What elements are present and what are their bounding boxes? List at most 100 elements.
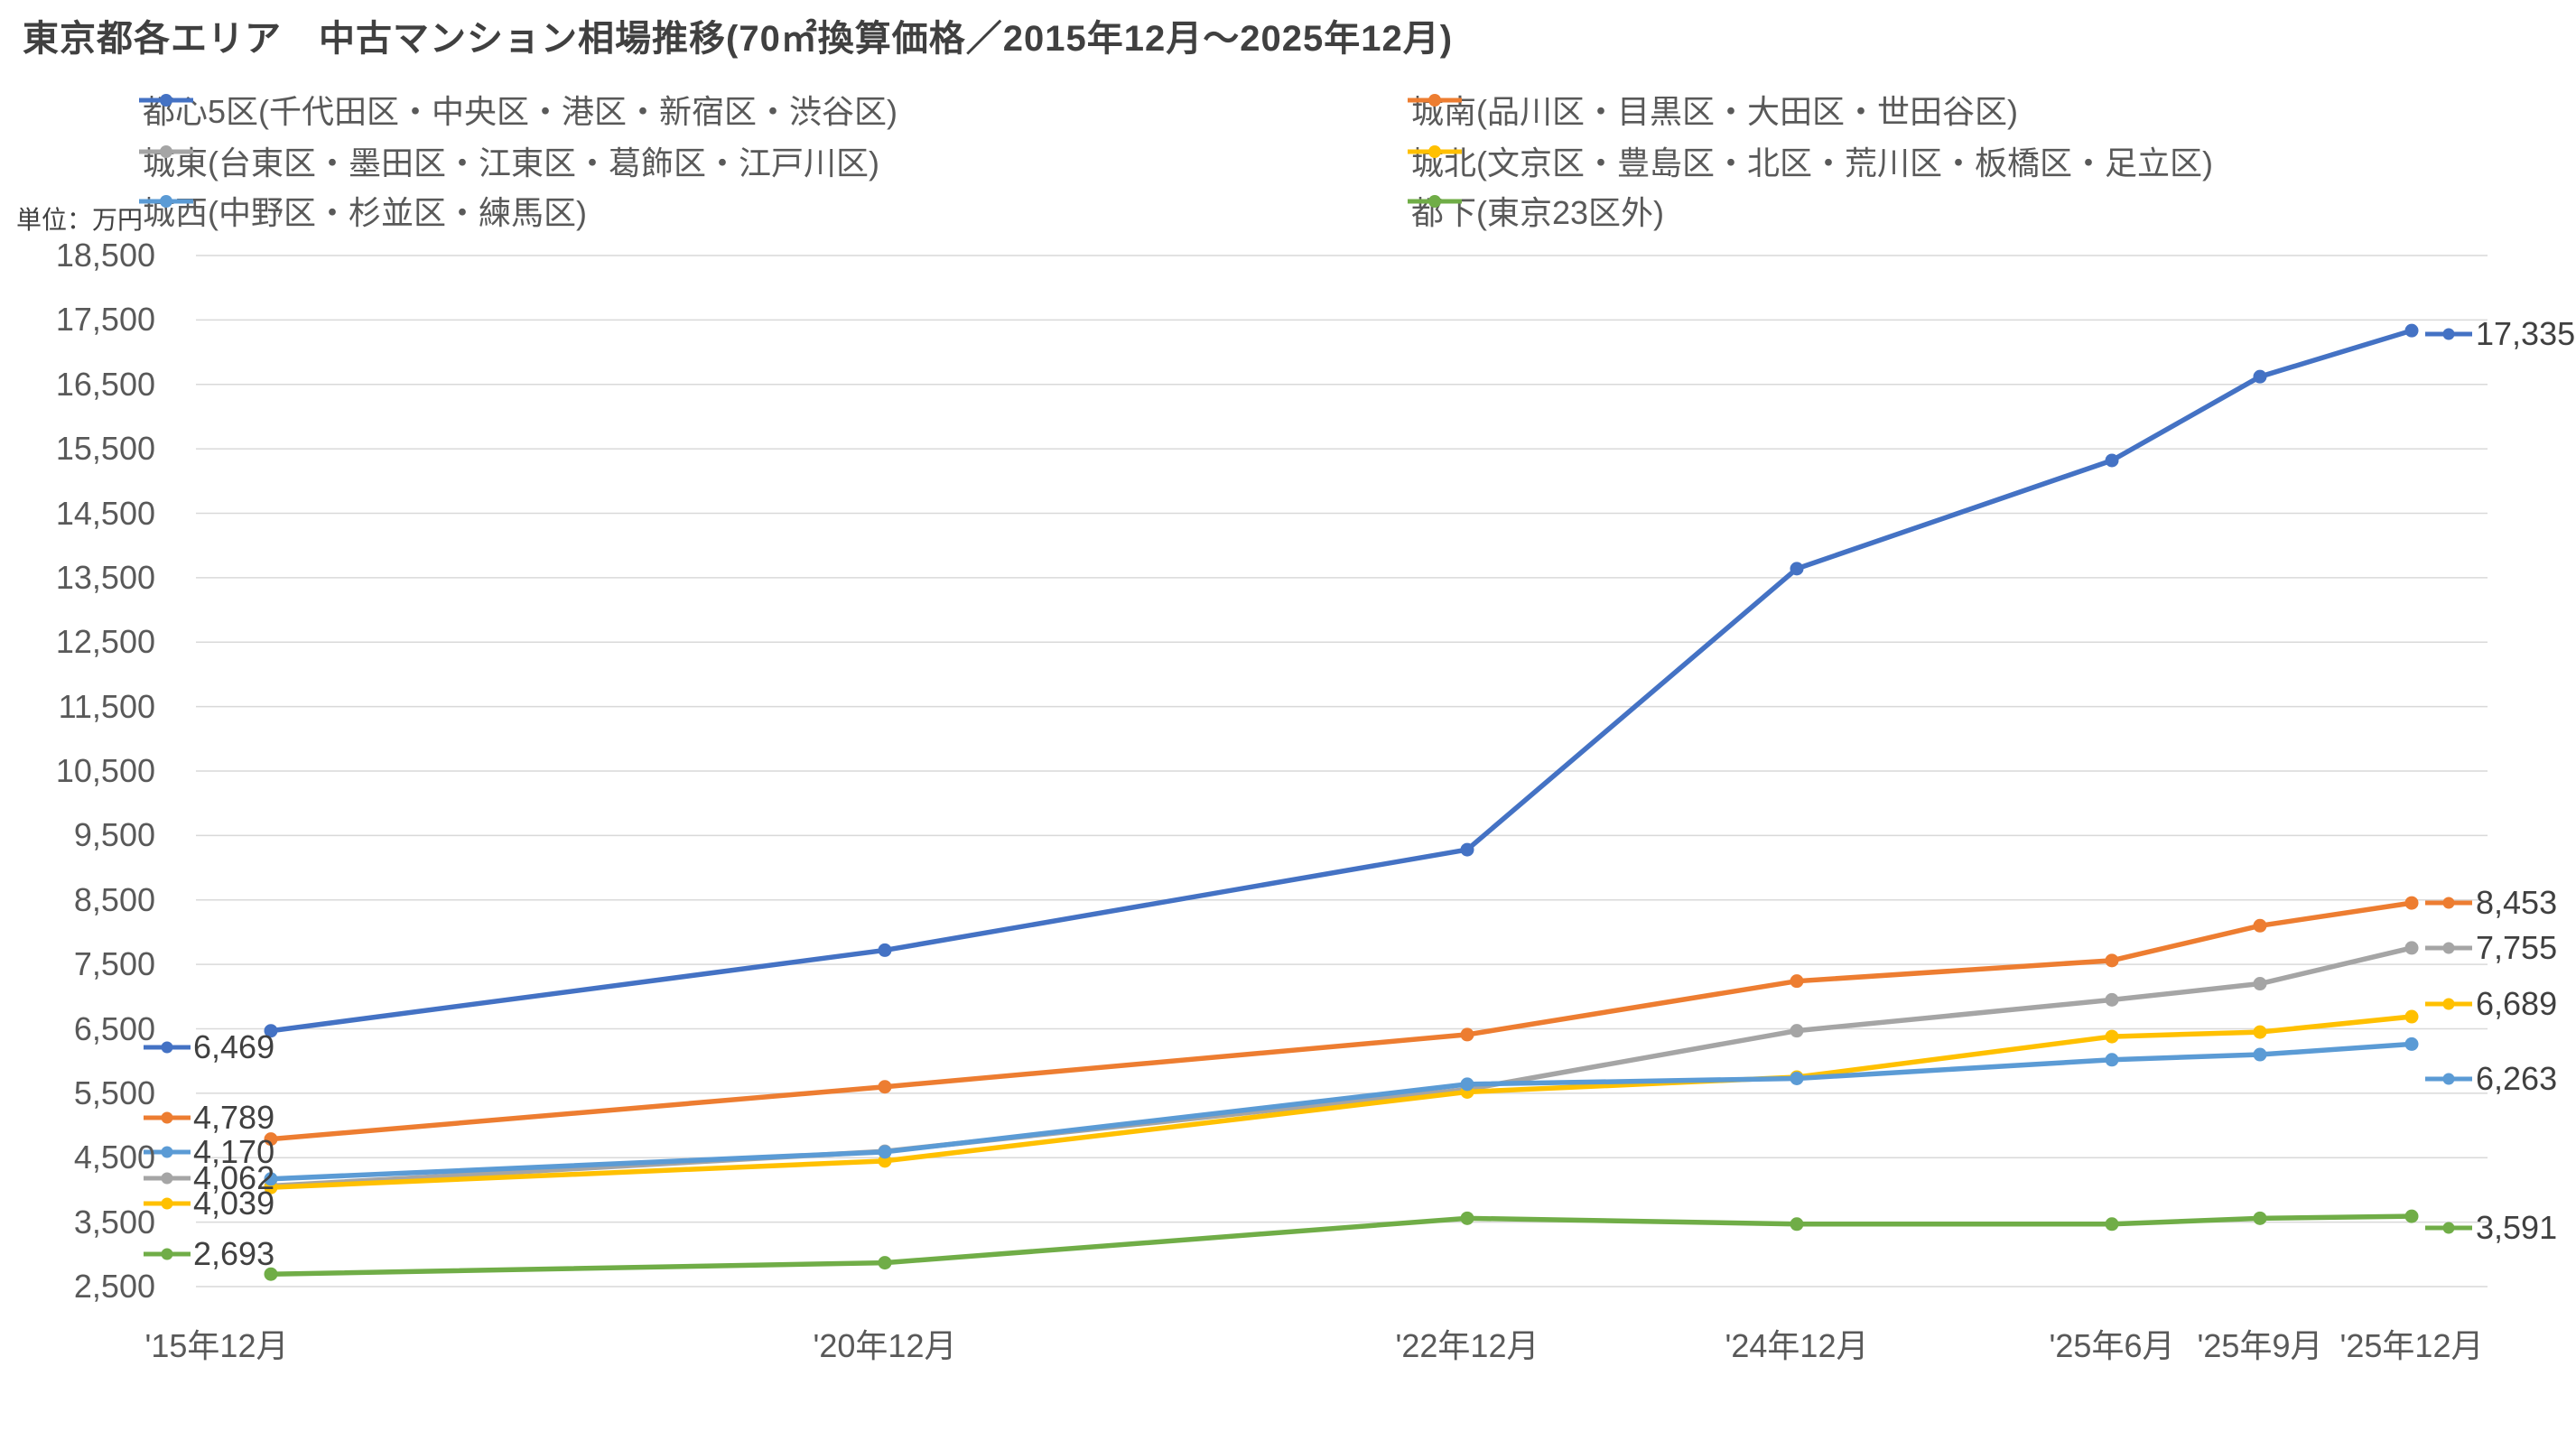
series-marker (2253, 1211, 2267, 1225)
legend-key-icon (139, 145, 193, 158)
x-axis-tick: '22年12月 (1395, 1327, 1539, 1364)
legend-label: 城南(品川区・目黒区・大田区・世田谷区) (1411, 93, 2018, 130)
data-label-key-marker (161, 1111, 173, 1124)
data-label-key-marker (2442, 998, 2455, 1010)
data-label-key-marker (161, 1146, 173, 1158)
x-axis-tick: '24年12月 (1725, 1327, 1869, 1364)
series-marker (2105, 1217, 2119, 1232)
data-label-key-marker (161, 1172, 173, 1185)
series-marker (2105, 992, 2119, 1007)
series-marker (2105, 953, 2119, 968)
legend-label: 城東(台東区・墨田区・江東区・葛飾区・江戸川区) (143, 144, 879, 181)
series-marker (2404, 941, 2419, 955)
y-axis-tick: 3,500 (73, 1203, 155, 1241)
legend-item: 都心5区(千代田区・中央区・港区・新宿区・渋谷区) (137, 89, 897, 130)
series-marker (264, 1132, 278, 1147)
series-marker (2404, 323, 2419, 338)
legend-label: 城西(中野区・杉並区・練馬区) (143, 194, 587, 231)
series-marker (2253, 1025, 2267, 1039)
legend-item: 城東(台東区・墨田区・江東区・葛飾区・江戸川区) (137, 141, 879, 181)
legend-label: 城北(文京区・豊島区・北区・荒川区・板橋区・足立区) (1411, 144, 2213, 181)
series-marker (1790, 974, 1804, 989)
y-axis-tick: 11,500 (58, 687, 155, 725)
series-line-3 (270, 945, 2413, 1189)
y-axis-tick: 15,500 (55, 430, 155, 468)
series-end-value-label: 6,689 (2476, 985, 2558, 1022)
series-marker (878, 943, 892, 957)
series-end-value-label: 8,453 (2476, 884, 2558, 921)
series-marker (264, 1267, 278, 1281)
series-start-value-label: 4,789 (193, 1099, 275, 1136)
series-end-value-label: 17,335 (2476, 315, 2576, 352)
series-marker (2253, 369, 2267, 384)
series-marker (878, 1080, 892, 1094)
legend-item: 都下(東京23区外) (1406, 191, 1664, 231)
data-label-key-marker (2442, 328, 2455, 340)
data-label-key-marker (161, 1197, 173, 1210)
legend-key-icon (139, 195, 193, 208)
legend-key-icon (1408, 145, 1462, 158)
series-marker (264, 1024, 278, 1038)
chart-title: 東京都各エリア 中古マンション相場推移(70㎡換算価格／2015年12月～202… (23, 19, 1454, 59)
series-start-value-label: 6,469 (193, 1028, 275, 1065)
y-axis-tick: 8,500 (73, 880, 155, 918)
series-marker (1790, 562, 1804, 576)
series-marker (878, 1256, 892, 1270)
series-marker (2253, 918, 2267, 933)
legend-item: 城南(品川区・目黒区・大田区・世田谷区) (1406, 89, 2018, 130)
data-label-key-marker (161, 1041, 173, 1054)
y-axis-tick: 10,500 (55, 752, 155, 789)
data-label-key-marker (2442, 1073, 2455, 1085)
legend-label: 都心5区(千代田区・中央区・港区・新宿区・渋谷区) (143, 93, 897, 130)
series-line-6 (270, 1213, 2413, 1277)
y-axis-tick: 16,500 (55, 365, 155, 403)
series-start-value-label: 2,693 (193, 1235, 275, 1272)
y-axis-tick: 17,500 (55, 301, 155, 339)
legend-item: 城西(中野区・杉並区・練馬区) (137, 191, 587, 231)
y-axis-tick: 9,500 (73, 816, 155, 854)
legend-key-icon (1408, 94, 1462, 107)
series-marker (1460, 1211, 1474, 1225)
series-marker (1460, 1027, 1474, 1042)
series-start-value-label: 4,062 (193, 1159, 275, 1196)
series-marker (1790, 1217, 1804, 1232)
series-marker (2404, 896, 2419, 910)
legend-key-icon (139, 94, 193, 107)
y-axis-tick: 6,500 (73, 1009, 155, 1047)
series-line-1 (270, 328, 2413, 1034)
series-marker (1460, 1077, 1474, 1092)
series-marker (2105, 453, 2119, 468)
series-marker (2105, 1053, 2119, 1067)
y-axis-tick: 14,500 (55, 494, 155, 532)
series-marker (1790, 1071, 1804, 1085)
series-end-value-label: 6,263 (2476, 1060, 2558, 1097)
legend-item: 城北(文京区・豊島区・北区・荒川区・板橋区・足立区) (1406, 141, 2213, 181)
y-axis-tick: 18,500 (55, 237, 155, 274)
y-axis-tick: 4,500 (73, 1139, 155, 1176)
data-label-key-marker (2442, 897, 2455, 909)
series-marker (2404, 1009, 2419, 1024)
legend-key-icon (1408, 195, 1462, 208)
y-axis-unit-label: 単位：万円 (16, 206, 144, 234)
x-axis-tick: '15年12月 (144, 1327, 289, 1364)
series-start-value-label: 4,039 (193, 1185, 275, 1222)
series-start-value-label: 4,170 (193, 1133, 275, 1170)
series-marker (2253, 1047, 2267, 1062)
x-axis-tick: '25年9月 (2197, 1327, 2323, 1364)
series-marker (2253, 977, 2267, 991)
y-axis-tick: 7,500 (73, 945, 155, 983)
y-axis-tick: 12,500 (55, 623, 155, 661)
series-end-value-label: 3,591 (2476, 1209, 2558, 1246)
series-marker (1460, 842, 1474, 857)
x-axis-tick: '25年12月 (2339, 1327, 2484, 1364)
y-axis-tick: 5,500 (73, 1074, 155, 1111)
x-axis-tick: '20年12月 (813, 1327, 957, 1364)
series-marker (878, 1145, 892, 1159)
series-marker (2404, 1209, 2419, 1223)
series-marker (264, 1172, 278, 1186)
data-label-key-marker (2442, 1222, 2455, 1234)
data-label-key-marker (2442, 942, 2455, 954)
x-axis-tick: '25年6月 (2049, 1327, 2175, 1364)
